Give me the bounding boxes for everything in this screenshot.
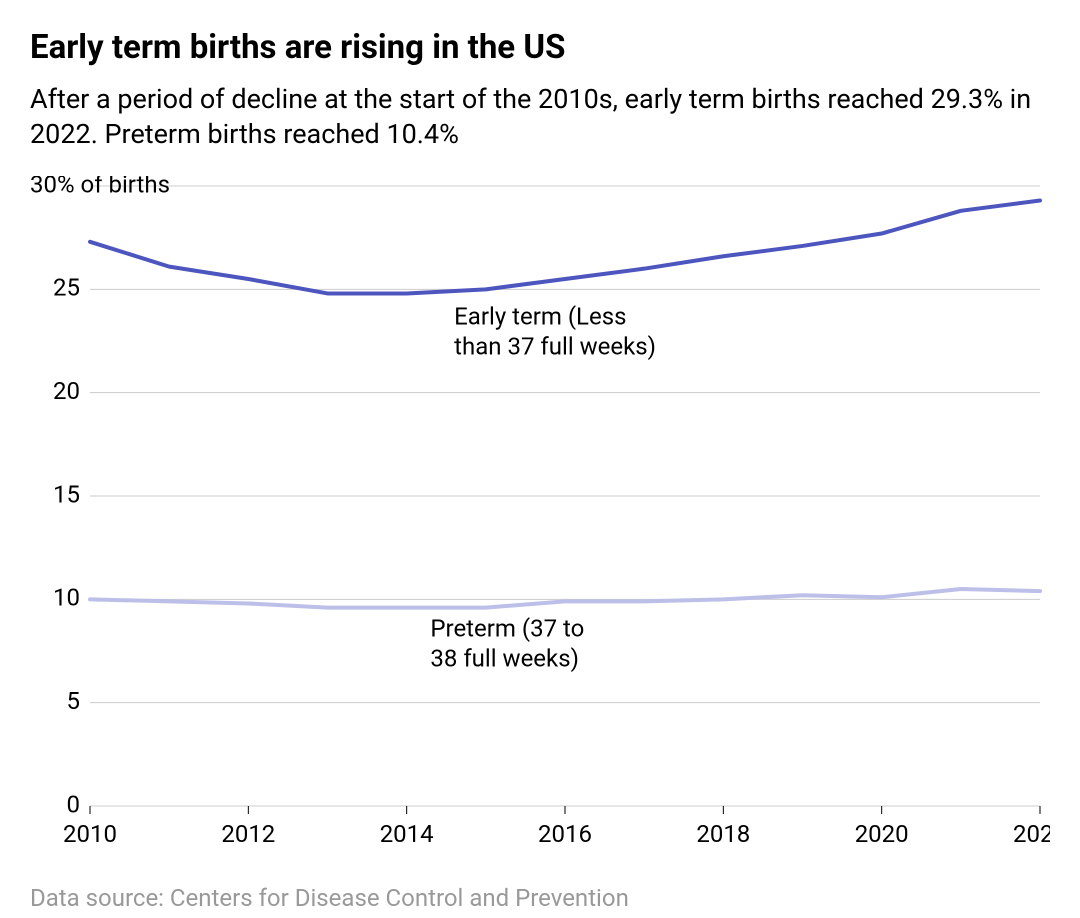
svg-text:2014: 2014 [380,820,434,848]
chart-area: 0 5 10 15 20 25 30% of births 2010 2012 2014 2016 2… [30,176,1050,860]
svg-text:15: 15 [53,480,80,508]
svg-text:25: 25 [53,273,80,301]
figure-container: Early term births are rising in the US A… [0,0,1080,918]
early_term-label: Early term (Lessthan 37 full weeks) [454,302,656,360]
early_term-line [90,200,1040,293]
preterm-label: Preterm (37 to38 full weeks) [430,614,584,672]
svg-text:20: 20 [53,377,80,405]
svg-text:10: 10 [53,583,80,611]
svg-text:30% of births: 30% of births [30,176,170,198]
svg-text:0: 0 [67,790,81,818]
preterm-line [90,589,1040,608]
data-source-note: Data source: Centers for Disease Control… [30,884,1050,912]
line-chart-svg: 0 5 10 15 20 25 30% of births 2010 2012 2014 2016 2… [30,176,1050,856]
svg-text:5: 5 [67,687,81,715]
svg-text:2022: 2022 [1013,820,1050,848]
svg-text:2012: 2012 [221,820,275,848]
chart-title: Early term births are rising in the US [30,28,1050,68]
svg-text:2018: 2018 [696,820,750,848]
chart-subtitle: After a period of decline at the start o… [30,82,1050,152]
svg-text:2016: 2016 [538,820,592,848]
svg-text:2010: 2010 [63,820,117,848]
svg-text:2020: 2020 [855,820,909,848]
